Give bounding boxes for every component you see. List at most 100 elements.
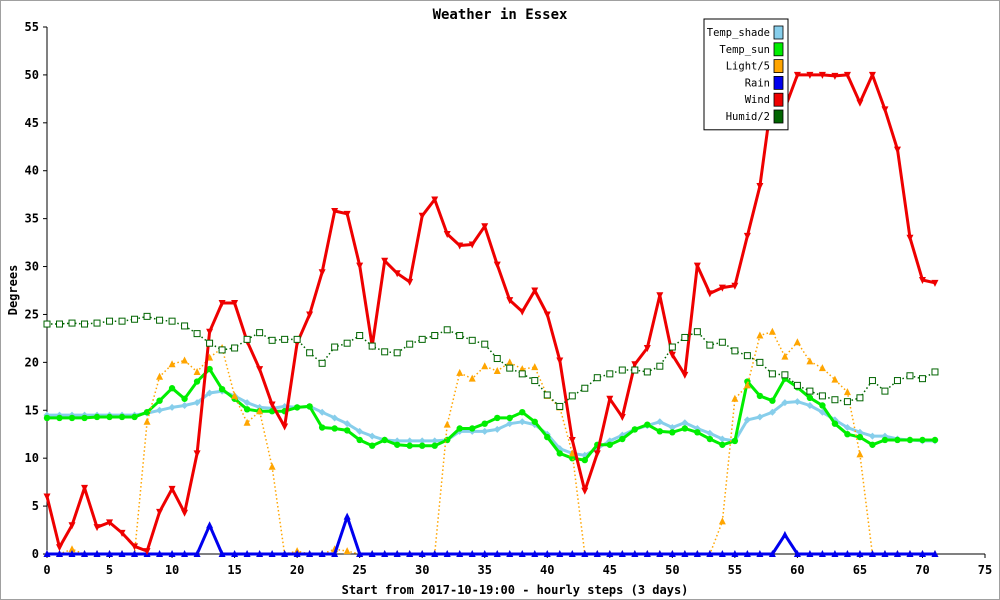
data-point	[181, 322, 189, 330]
series-line	[47, 389, 935, 457]
data-point	[894, 436, 901, 444]
data-point	[506, 550, 514, 557]
data-point	[631, 550, 639, 557]
data-point	[156, 397, 163, 404]
data-point	[281, 423, 289, 431]
data-point	[531, 550, 539, 557]
data-point	[531, 287, 539, 295]
data-point	[406, 278, 414, 286]
data-point	[556, 402, 564, 410]
data-point	[406, 437, 414, 445]
data-point	[569, 454, 576, 462]
data-point	[68, 550, 76, 557]
data-point	[43, 493, 51, 501]
x-tick-label-35: 35	[478, 563, 492, 577]
series-humid-2	[43, 312, 939, 410]
data-point	[481, 362, 489, 370]
legend-label: Wind	[745, 94, 770, 106]
data-point	[268, 462, 276, 470]
data-point	[431, 332, 439, 340]
data-point	[168, 317, 176, 325]
data-point	[368, 432, 376, 440]
data-point	[556, 357, 564, 365]
x-tick-label-65: 65	[853, 563, 867, 577]
data-point	[68, 414, 76, 422]
data-point	[268, 401, 276, 409]
data-point	[606, 370, 614, 378]
data-point	[418, 335, 426, 343]
data-point	[568, 436, 576, 444]
data-point	[468, 336, 476, 344]
x-tick-label-5: 5	[106, 563, 113, 577]
y-tick-label-10: 10	[25, 451, 39, 465]
data-point	[743, 381, 751, 389]
data-point	[931, 550, 939, 557]
data-point	[668, 424, 676, 432]
legend: Temp_shade Temp_sun Light/5 Rain Wind Humid/2	[703, 18, 789, 131]
legend-swatch	[773, 76, 784, 90]
data-point	[193, 450, 201, 458]
data-point	[856, 450, 864, 458]
data-point	[756, 413, 764, 421]
data-point	[668, 343, 676, 351]
data-point	[593, 450, 601, 458]
data-point	[143, 312, 151, 320]
x-tick-label-45: 45	[603, 563, 617, 577]
data-point	[68, 545, 76, 553]
series-wind	[43, 71, 939, 556]
data-point	[256, 366, 264, 374]
data-point	[231, 344, 239, 352]
data-point	[756, 392, 764, 400]
data-point	[318, 359, 326, 367]
data-point	[293, 550, 301, 557]
legend-label: Rain	[745, 77, 770, 89]
y-tick-label-30: 30	[25, 260, 39, 274]
data-point	[881, 436, 889, 444]
data-point	[318, 424, 326, 431]
data-point	[768, 327, 776, 335]
y-tick-label-20: 20	[25, 355, 39, 369]
data-point	[768, 550, 776, 557]
data-point	[243, 399, 251, 407]
x-tick-label-75: 75	[978, 563, 992, 577]
data-point	[181, 401, 189, 409]
data-point	[68, 522, 76, 530]
data-point	[381, 550, 389, 557]
data-point	[56, 550, 64, 557]
data-point	[519, 408, 526, 416]
data-point	[706, 435, 714, 443]
data-point	[306, 349, 314, 357]
data-point	[793, 338, 801, 346]
data-point	[343, 420, 351, 428]
data-point	[843, 398, 851, 406]
data-point	[931, 368, 939, 376]
data-point	[518, 365, 526, 373]
data-point	[243, 550, 251, 557]
y-tick-label-55: 55	[25, 20, 39, 34]
x-tick-label-25: 25	[352, 563, 366, 577]
data-point	[493, 425, 501, 433]
x-tick-label-40: 40	[540, 563, 554, 577]
data-point	[768, 370, 776, 378]
data-point	[868, 432, 876, 440]
data-point	[456, 242, 464, 250]
data-point	[881, 550, 889, 557]
data-point	[656, 362, 664, 370]
data-point	[331, 550, 339, 557]
data-point	[156, 372, 164, 380]
data-point	[818, 71, 826, 79]
data-point	[156, 550, 164, 557]
legend-label: Light/5	[726, 61, 770, 73]
data-point	[206, 339, 214, 347]
data-point	[681, 419, 689, 427]
data-point	[893, 377, 901, 385]
y-tick-label-0: 0	[32, 547, 39, 561]
data-point	[906, 436, 914, 444]
data-point	[131, 315, 139, 323]
x-tick-label-10: 10	[165, 563, 179, 577]
data-point	[568, 392, 576, 400]
data-point	[193, 378, 201, 385]
data-point	[118, 529, 126, 537]
data-point	[843, 424, 851, 432]
data-point	[731, 437, 739, 445]
